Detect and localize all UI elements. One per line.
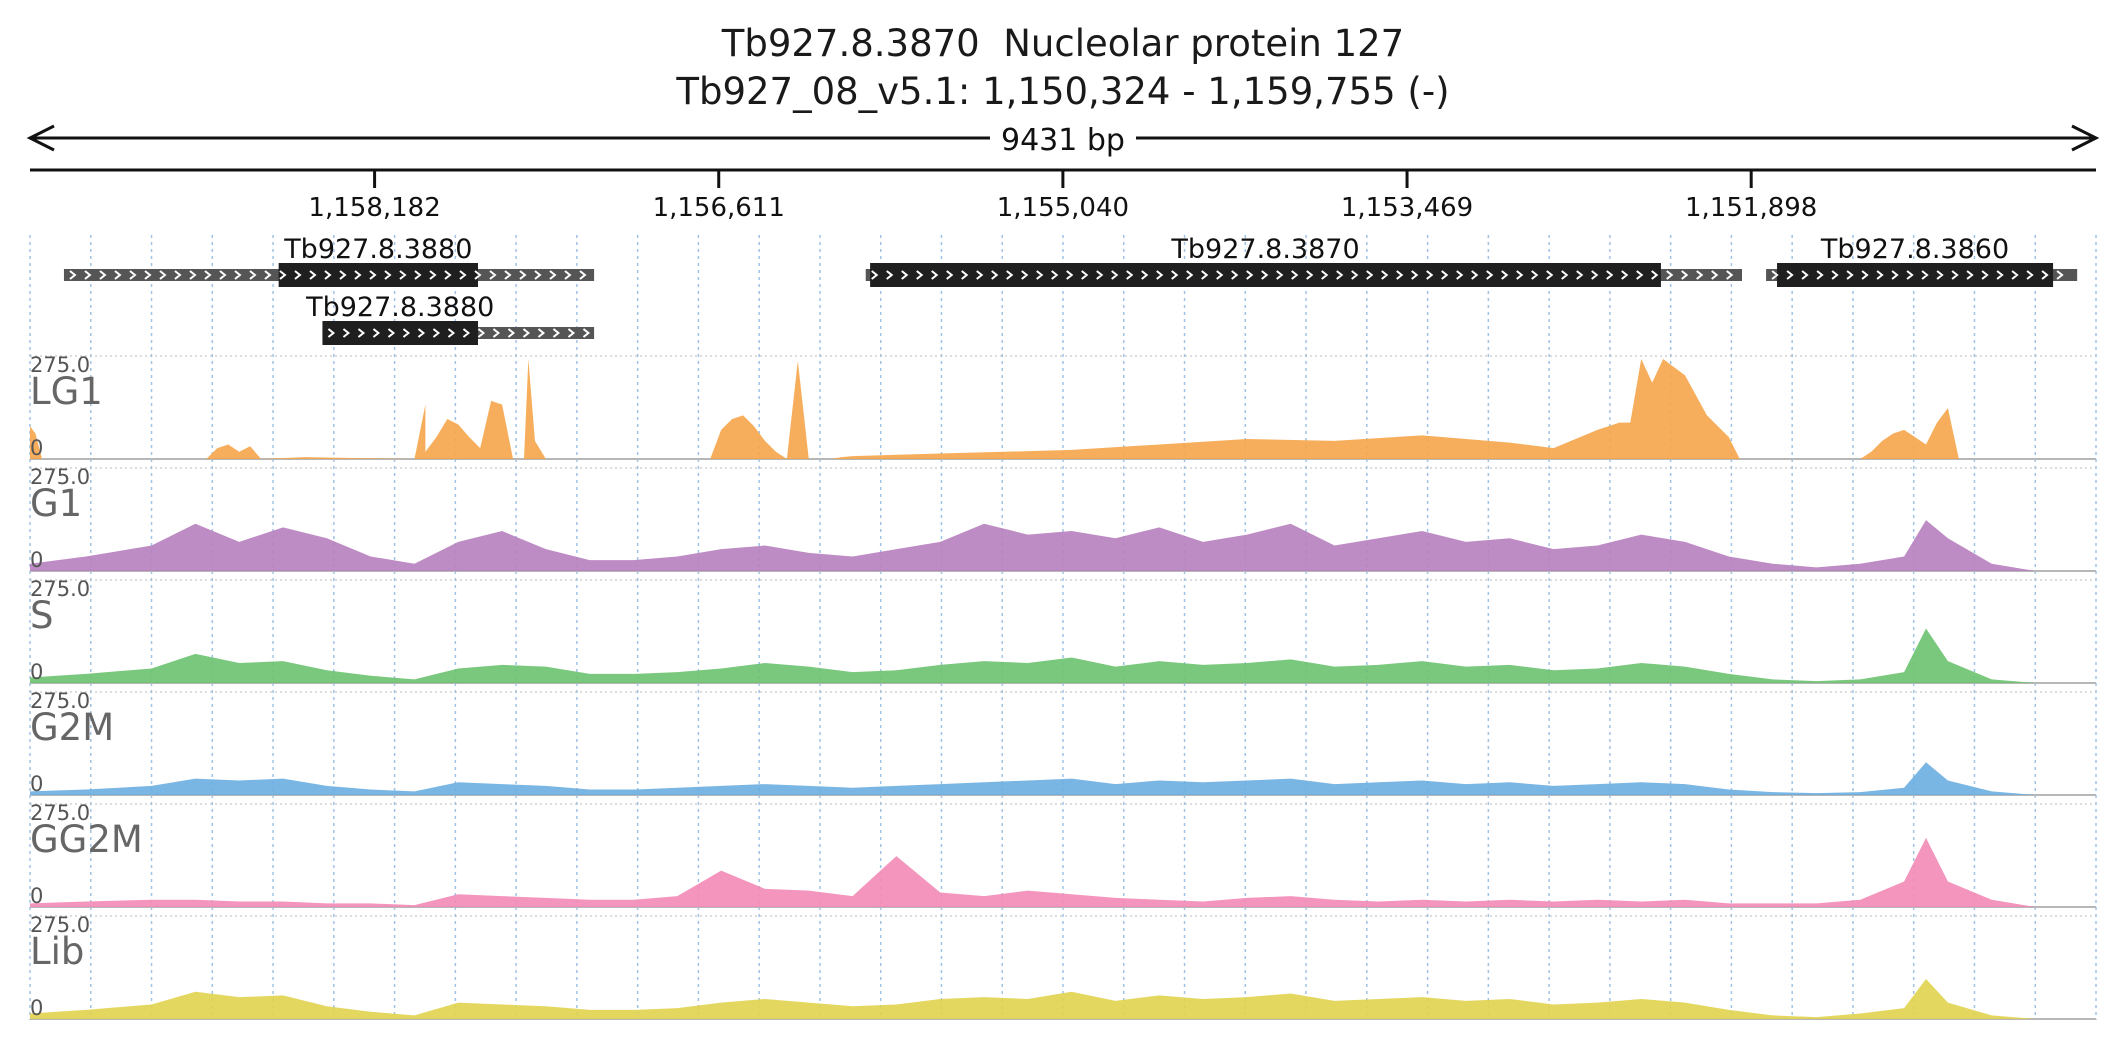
coverage-area — [30, 520, 2096, 571]
track-ymin-label: 0 — [30, 996, 43, 1020]
track-ymax-label: 275.0 — [30, 801, 90, 825]
axis-tick-label: 1,158,182 — [308, 193, 440, 223]
gene-product: Nucleolar protein 127 — [1003, 22, 1405, 65]
track-ymax-label: 275.0 — [30, 465, 90, 489]
track-ymax-label: 275.0 — [30, 913, 90, 937]
track-ymin-label: 0 — [30, 660, 43, 684]
coverage-area — [30, 762, 2096, 795]
axis-tick-label: 1,151,898 — [1685, 193, 1817, 223]
axis-tick-label: 1,156,611 — [653, 193, 785, 223]
track-G1: 275.0G1 0 — [30, 465, 2096, 572]
track-name-label: GG2M — [30, 818, 143, 861]
plot-title-line1: Tb927.8.3870 Nucleolar protein 127 — [0, 22, 2126, 65]
track-ymin-label: 0 — [30, 548, 43, 572]
gene-id: Tb927.8.3870 — [721, 22, 980, 65]
axis-tick-label: 1,153,469 — [1341, 193, 1473, 223]
track-ymin-label: 0 — [30, 884, 43, 908]
track-ymin-label: 0 — [30, 436, 43, 460]
track-ymax-label: 275.0 — [30, 689, 90, 713]
coverage-area — [30, 628, 2096, 683]
region-length-arrow: 9431 bp — [26, 120, 2100, 158]
coverage-area — [30, 359, 2096, 459]
track-S: 275.0S 0 — [30, 577, 2096, 684]
axis-tick-label: 1,155,040 — [997, 193, 1129, 223]
gene-strand-arrows — [69, 270, 587, 280]
gene-track: Tb927.8.3880 Tb927.8.3880 Tb927.8.3870 Tb92… — [63, 234, 2078, 345]
gene-strand-arrows — [1771, 270, 2064, 280]
gene-label: Tb927.8.3860 — [1820, 234, 2009, 265]
region-length-label: 9431 bp — [1001, 123, 1125, 158]
gene-cds — [278, 263, 478, 287]
gene-strand-arrows — [327, 328, 591, 338]
track-ymax-label: 275.0 — [30, 577, 90, 601]
gene-label: Tb927.8.3870 — [1170, 234, 1359, 265]
track-ymin-label: 0 — [30, 772, 43, 796]
gene-strand-arrows — [871, 270, 1734, 280]
coverage-area — [30, 837, 2096, 907]
plot-title-line2: Tb927_08_v5.1: 1,150,324 - 1,159,755 (-) — [676, 70, 1450, 113]
genomic-ruler: 1,158,182 1,156,611 1,155,040 1,153,469 1,15… — [30, 168, 2096, 223]
track-name-label: S — [30, 594, 54, 637]
grid-lines — [29, 235, 2097, 1020]
gene-label: Tb927.8.3880 — [305, 292, 494, 323]
gene-label: Tb927.8.3880 — [283, 234, 472, 265]
coverage-area — [30, 979, 2096, 1019]
coverage-tracks: 275.0LG10275.0G10275.0S0275.0G2M0275.0GG… — [30, 353, 2096, 1020]
track-ymax-label: 275.0 — [30, 353, 90, 377]
track-name-label: G2M — [30, 706, 114, 749]
track-name-label: Lib — [30, 930, 84, 973]
gene-cds — [1777, 263, 2054, 287]
track-name-label: G1 — [30, 482, 82, 525]
track-name-label: LG1 — [30, 370, 103, 413]
